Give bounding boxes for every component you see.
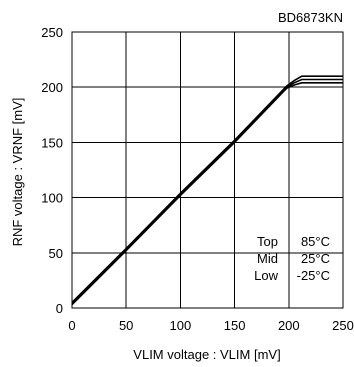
series-line-2	[71, 82, 343, 306]
y-tick-label: 200	[41, 80, 63, 95]
y-tick-label: 100	[41, 191, 63, 206]
y-axis-label: RNF voltage : VRNF [mV]	[10, 98, 25, 247]
legend-label-mid: Mid	[257, 251, 278, 266]
x-tick-label: 200	[278, 318, 300, 333]
x-axis-label: VLIM voltage : VLIM [mV]	[133, 347, 280, 362]
legend: Top 85°C Mid 25°C Low -25°C	[254, 234, 330, 283]
y-tick-label: 0	[56, 301, 63, 316]
legend-value-top: 85°C	[301, 234, 330, 249]
legend-value-mid: 25°C	[301, 251, 330, 266]
x-tick-label: 150	[224, 318, 246, 333]
chart-title: BD6873KN	[278, 10, 343, 25]
x-tick-label: 50	[119, 318, 133, 333]
y-tick-label: 150	[41, 135, 63, 150]
grid-lines	[72, 32, 343, 308]
y-tick-label: 250	[41, 25, 63, 40]
x-tick-label: 0	[68, 318, 75, 333]
y-tick-label: 50	[49, 246, 63, 261]
x-tick-label: 250	[332, 318, 354, 333]
plot-frame	[71, 31, 344, 309]
legend-label-top: Top	[257, 234, 278, 249]
legend-label-low: Low	[254, 268, 278, 283]
y-tick-labels: 0 50 100 150 200 250	[41, 25, 63, 316]
legend-value-low: -25°C	[297, 268, 330, 283]
x-tick-label: 100	[170, 318, 192, 333]
x-tick-labels: 0 50 100 150 200 250	[68, 318, 353, 333]
series-layer	[71, 75, 343, 306]
